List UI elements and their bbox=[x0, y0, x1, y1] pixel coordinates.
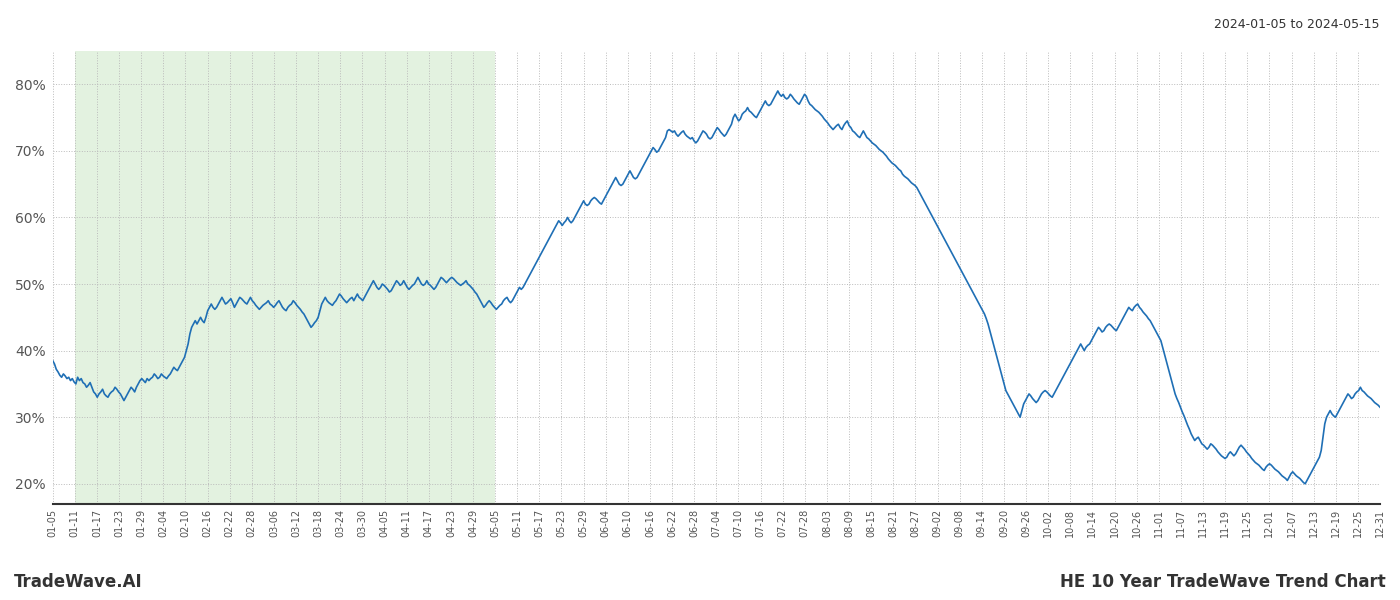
Bar bbox=[74, 51, 496, 504]
Text: 2024-01-05 to 2024-05-15: 2024-01-05 to 2024-05-15 bbox=[1214, 18, 1379, 31]
Text: HE 10 Year TradeWave Trend Chart: HE 10 Year TradeWave Trend Chart bbox=[1060, 573, 1386, 591]
Text: TradeWave.AI: TradeWave.AI bbox=[14, 573, 143, 591]
